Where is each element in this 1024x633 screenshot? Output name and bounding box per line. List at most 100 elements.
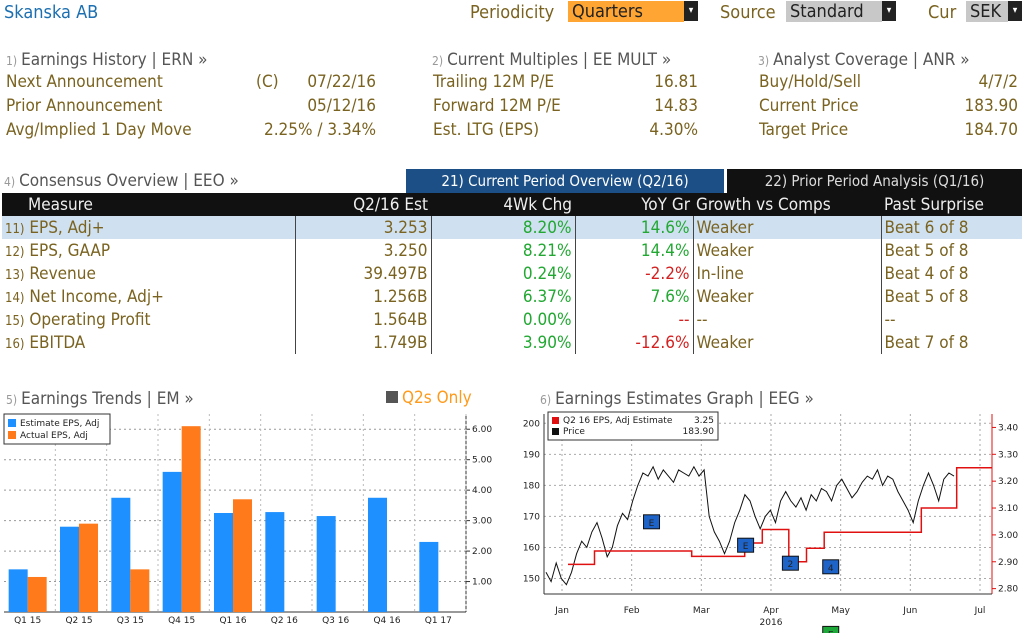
- row-label: Prior Announcement: [6, 96, 163, 116]
- cell-surprise: Beat 5 of 8: [884, 286, 969, 307]
- chevron-down-icon[interactable]: ▾: [684, 1, 698, 21]
- x-tick-label: Q4 16: [373, 616, 400, 626]
- y2-tick-label: 3.30: [998, 450, 1018, 460]
- earnings-history-title[interactable]: 1) Earnings History | ERN »: [6, 50, 208, 70]
- earnings-history-row: Prior Announcement 05/12/16: [6, 96, 376, 120]
- y-tick-label: 200: [523, 419, 540, 429]
- legend-label: Estimate EPS, Adj: [20, 419, 99, 429]
- y2-tick-label: 3.00: [998, 531, 1018, 541]
- chart-legend: Q2 16 EPS, Adj Estimate 3.25 Price 183.90: [547, 411, 719, 441]
- x-tick-label: Jul: [974, 606, 986, 616]
- x-tick-label: Jun: [902, 606, 917, 616]
- table-row[interactable]: 16) EBITDA 1.749B 3.90% -12.6% Weaker Beat 7 …: [2, 331, 1022, 354]
- estimate-marker: 2: [781, 555, 799, 571]
- cell-yoy: -2.2%: [575, 262, 694, 285]
- x-tick-label: Q4 15: [168, 616, 195, 626]
- col-surprise[interactable]: Past Surprise: [881, 193, 1022, 216]
- x-tick-label: Mar: [693, 606, 710, 616]
- source-select[interactable]: Standard ▾: [786, 1, 896, 22]
- y2-tick-label: 3.10: [998, 504, 1018, 514]
- source-value: Standard: [786, 1, 882, 22]
- cell-chg: 8.21%: [431, 239, 576, 262]
- estimate-line: [568, 466, 992, 566]
- estimate-marker: E: [643, 514, 661, 530]
- marker-label: E: [828, 630, 834, 633]
- consensus-title[interactable]: 4) Consensus Overview | EEO »: [4, 171, 239, 191]
- cell-measure[interactable]: 12) EPS, GAAP: [2, 239, 296, 262]
- earnings-estimates-graph: 150 160 170 180 190 200 2.80 2.90 3.00 3.10 3.20 3.…: [523, 411, 1018, 633]
- y-tick-label: 170: [523, 512, 540, 522]
- periodicity-label: Periodicity: [470, 2, 555, 23]
- cell-measure[interactable]: 13) Revenue: [2, 262, 296, 285]
- cell-measure[interactable]: 15) Operating Profit: [2, 308, 296, 331]
- cell-surprise: Beat 4 of 8: [884, 263, 969, 284]
- legend-swatch: [8, 419, 16, 427]
- y-tick-label: 3.00: [472, 517, 492, 527]
- table-row[interactable]: 15) Operating Profit 1.564B 0.00% -- -- --: [2, 308, 1022, 331]
- col-chg[interactable]: 4Wk Chg: [431, 193, 575, 216]
- cell-surprise: Beat 5 of 8: [884, 240, 969, 261]
- cell-chg: 6.37%: [431, 285, 576, 308]
- y-tick-label: 150: [523, 574, 540, 584]
- row-value: 16.81: [654, 72, 698, 92]
- cell-comps: --: [693, 308, 882, 331]
- bar-actual: [233, 499, 252, 612]
- y-tick-label: 5.00: [472, 456, 492, 466]
- bar-actual: [181, 426, 201, 612]
- marker-label: E: [743, 542, 749, 552]
- analyst-coverage-title[interactable]: 3) Analyst Coverage | ANR »: [758, 50, 970, 70]
- earnings-trends-chart: 1.00 2.00 3.00 4.00 5.00 6.00 Q1 15 Q2 15 Q3 15 Q…: [3, 413, 492, 626]
- bar-estimate: [368, 497, 387, 612]
- chevron-down-icon[interactable]: ▾: [882, 1, 896, 21]
- row-label: Avg/Implied 1 Day Move: [6, 120, 192, 140]
- col-comps[interactable]: Growth vs Comps: [693, 193, 881, 216]
- col-yoy[interactable]: YoY Gr: [575, 193, 693, 216]
- cell-chg: 8.20%: [431, 216, 576, 239]
- y2-tick-label: 2.80: [998, 585, 1018, 595]
- currency-select[interactable]: SEK ▾: [966, 1, 1022, 22]
- checkbox-icon[interactable]: [386, 391, 398, 403]
- marker-box: [822, 625, 840, 633]
- cell-comps: Weaker: [693, 331, 882, 354]
- col-est[interactable]: Q2/16 Est: [295, 193, 431, 216]
- earnings-history-panel: Next Announcement (C) 07/22/16 Prior Ann…: [6, 72, 376, 144]
- cell-measure[interactable]: 14) Net Income, Adj+: [2, 285, 296, 308]
- row-label: Trailing 12M P/E: [433, 72, 555, 92]
- tab-current-period[interactable]: 21) Current Period Overview (Q2/16): [406, 169, 724, 193]
- analyst-coverage-panel: Buy/Hold/Sell 4/7/2 Current Price 183.90 T…: [759, 72, 1018, 144]
- periodicity-value: Quarters: [568, 1, 684, 22]
- cell-est: 1.749B: [295, 331, 432, 354]
- price-line: [545, 465, 955, 586]
- col-measure[interactable]: Measure: [2, 193, 295, 216]
- cell-comps: Weaker: [693, 216, 882, 239]
- bar-estimate: [419, 541, 439, 612]
- y-tick-label: 4.00: [472, 486, 492, 496]
- marker-label: 4: [828, 564, 834, 574]
- cell-est: 3.250: [295, 239, 432, 262]
- table-row[interactable]: 14) Net Income, Adj+ 1.256B 6.37% 7.6% Weake…: [2, 285, 1022, 308]
- q2s-only-label: Q2s Only: [402, 388, 472, 408]
- table-row[interactable]: 12) EPS, GAAP 3.250 8.21% 14.4% Weaker Beat 5…: [2, 239, 1022, 262]
- table-row[interactable]: 11) EPS, Adj+ 3.253 8.20% 14.6% Weaker Beat 6…: [2, 216, 1022, 239]
- cell-measure[interactable]: 11) EPS, Adj+: [2, 216, 296, 239]
- y-tick-label: 1.00: [472, 578, 492, 588]
- estimate-marker: 4: [822, 559, 840, 575]
- cell-yoy: 14.4%: [575, 239, 694, 262]
- earnings-trends-title[interactable]: 5) Earnings Trends | EM »: [6, 389, 194, 409]
- legend-label: Actual EPS, Adj: [20, 431, 88, 441]
- table-row[interactable]: 13) Revenue 39.497B 0.24% -2.2% In-line Beat …: [2, 262, 1022, 285]
- earnings-graph-title[interactable]: 6) Earnings Estimates Graph | EEG »: [540, 389, 814, 409]
- x-tick-label: Feb: [624, 606, 640, 616]
- legend-box: [3, 413, 111, 445]
- currency-value: SEK: [966, 1, 1008, 22]
- tab-prior-period[interactable]: 22) Prior Period Analysis (Q1/16): [727, 169, 1022, 193]
- marker-box: [737, 537, 755, 553]
- current-multiples-title[interactable]: 2) Current Multiples | EE MULT »: [432, 50, 672, 70]
- periodicity-select[interactable]: Quarters ▾: [568, 1, 698, 22]
- bar-estimate: [8, 569, 28, 612]
- chevron-down-icon[interactable]: ▾: [1008, 1, 1022, 21]
- x-tick-label: Q1 17: [425, 616, 452, 626]
- cell-measure[interactable]: 16) EBITDA: [2, 331, 296, 354]
- q2s-only-toggle[interactable]: Q2s Only: [386, 388, 472, 408]
- y-tick-label: 160: [523, 543, 540, 553]
